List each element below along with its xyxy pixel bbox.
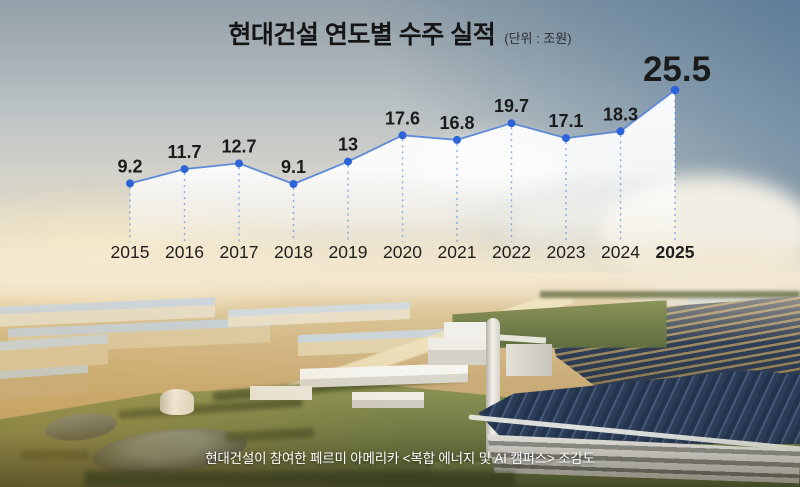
- value-label: 16.8: [439, 113, 474, 133]
- data-point: [453, 135, 461, 144]
- value-label: 17.1: [548, 111, 583, 131]
- storage-tank: [160, 389, 194, 415]
- value-label: 9.2: [117, 156, 142, 176]
- data-point: [235, 159, 243, 168]
- data-point: [507, 119, 516, 128]
- golden-light-overlay: [0, 292, 440, 487]
- data-point: [289, 180, 298, 188]
- year-label: 2023: [547, 242, 586, 262]
- image-caption: 현대건설이 참여한 페르미 아메리카 <복합 에너지 및 AI 캠퍼스> 조감도: [205, 451, 595, 466]
- year-label: 2024: [601, 242, 640, 262]
- data-point: [562, 134, 570, 143]
- year-label: 2020: [383, 242, 422, 262]
- year-label: 2017: [220, 242, 259, 262]
- plant-building: [428, 338, 486, 365]
- data-point: [126, 179, 134, 188]
- value-label: 25.5: [643, 50, 711, 89]
- value-label: 18.3: [603, 104, 638, 124]
- data-point: [344, 157, 352, 166]
- horizon-haze: [0, 248, 800, 296]
- chart-unit-label: (단위 : 조원): [504, 31, 572, 46]
- data-point: [180, 165, 189, 174]
- year-label: 2018: [274, 242, 313, 262]
- year-label: 2021: [438, 242, 477, 262]
- data-point: [616, 127, 625, 136]
- year-label: 2016: [165, 242, 204, 262]
- year-label: 2025: [656, 242, 695, 262]
- chart-header: 현대건설 연도별 수주 실적 (단위 : 조원): [0, 15, 800, 51]
- data-point: [670, 85, 680, 95]
- white-building: [250, 386, 312, 400]
- plant-building: [506, 344, 552, 376]
- value-label: 11.7: [167, 142, 201, 162]
- year-label: 2022: [492, 242, 531, 262]
- value-label: 13: [338, 135, 358, 155]
- tree-row: [20, 450, 90, 460]
- plant-building: [444, 322, 486, 341]
- value-label: 12.7: [221, 136, 256, 156]
- data-point: [398, 131, 407, 140]
- tree-line: [540, 291, 800, 298]
- white-building: [352, 392, 424, 408]
- bottom-tree-shadow: [85, 471, 515, 487]
- year-label: 2019: [329, 242, 368, 262]
- value-label: 17.6: [385, 108, 420, 128]
- value-label: 9.1: [281, 157, 306, 177]
- year-label: 2015: [111, 242, 150, 262]
- value-label: 19.7: [494, 96, 529, 116]
- chart-title: 현대건설 연도별 수주 실적: [228, 21, 496, 49]
